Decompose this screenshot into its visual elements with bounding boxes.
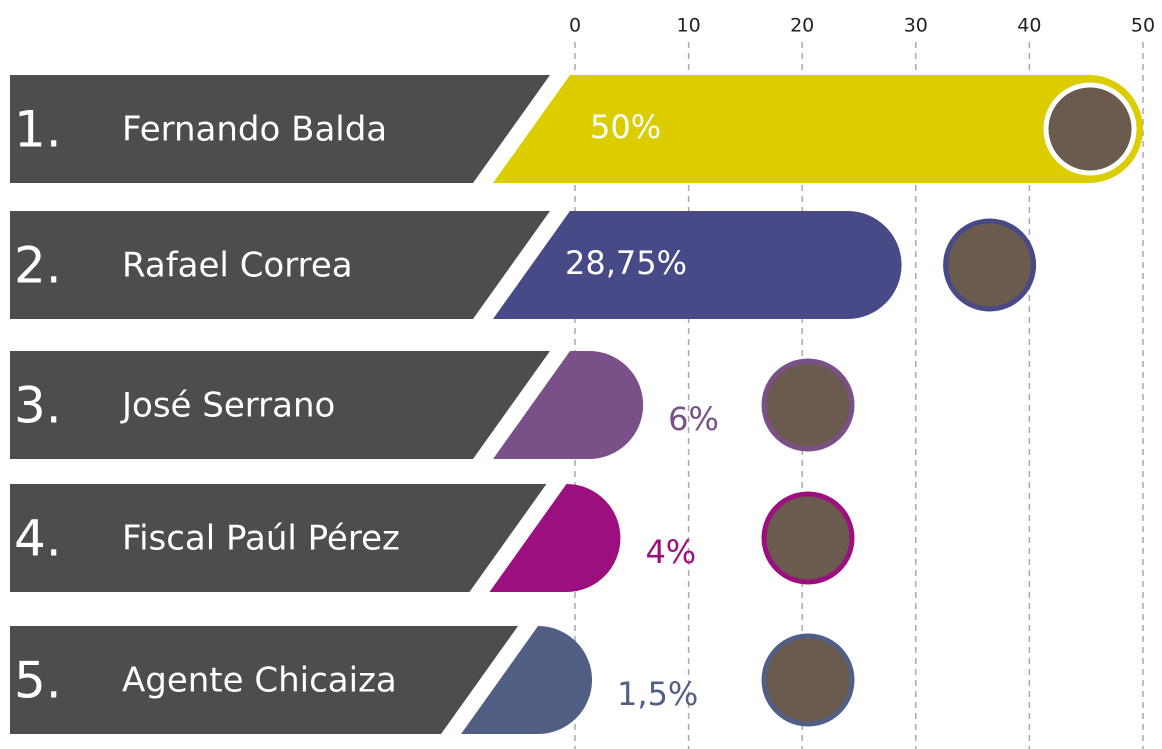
x-tick-label: 30 xyxy=(904,15,928,37)
x-tick-label: 40 xyxy=(1017,15,1041,37)
photo xyxy=(764,494,852,582)
name: Agente Chicaiza xyxy=(122,661,397,701)
x-tick-label: 20 xyxy=(790,15,814,37)
chart: 0 10 20 30 40 50 1. Fernando Balda 50% 2. Rafael C… xyxy=(0,0,1162,749)
photo xyxy=(1046,85,1134,173)
rank: 5. xyxy=(14,652,62,710)
rank: 3. xyxy=(14,377,62,435)
rank: 1. xyxy=(14,101,62,159)
name: Fiscal Paúl Pérez xyxy=(122,519,400,559)
value-label: 28,75% xyxy=(565,244,687,282)
name: Fernando Balda xyxy=(122,110,387,150)
photo xyxy=(764,636,852,724)
photo xyxy=(764,361,852,449)
name: Rafael Correa xyxy=(122,246,353,286)
bar xyxy=(493,211,902,319)
value-label: 1,5% xyxy=(617,675,698,713)
value-label: 50% xyxy=(590,108,661,146)
x-tick-label: 50 xyxy=(1131,15,1155,37)
x-tick-label: 10 xyxy=(677,15,701,37)
name: José Serrano xyxy=(120,386,335,426)
photo xyxy=(946,221,1034,309)
value-label: 6% xyxy=(668,400,719,438)
rank: 2. xyxy=(14,237,62,295)
value-label: 4% xyxy=(645,533,696,571)
x-tick-label: 0 xyxy=(569,15,581,37)
rank: 4. xyxy=(14,510,62,568)
